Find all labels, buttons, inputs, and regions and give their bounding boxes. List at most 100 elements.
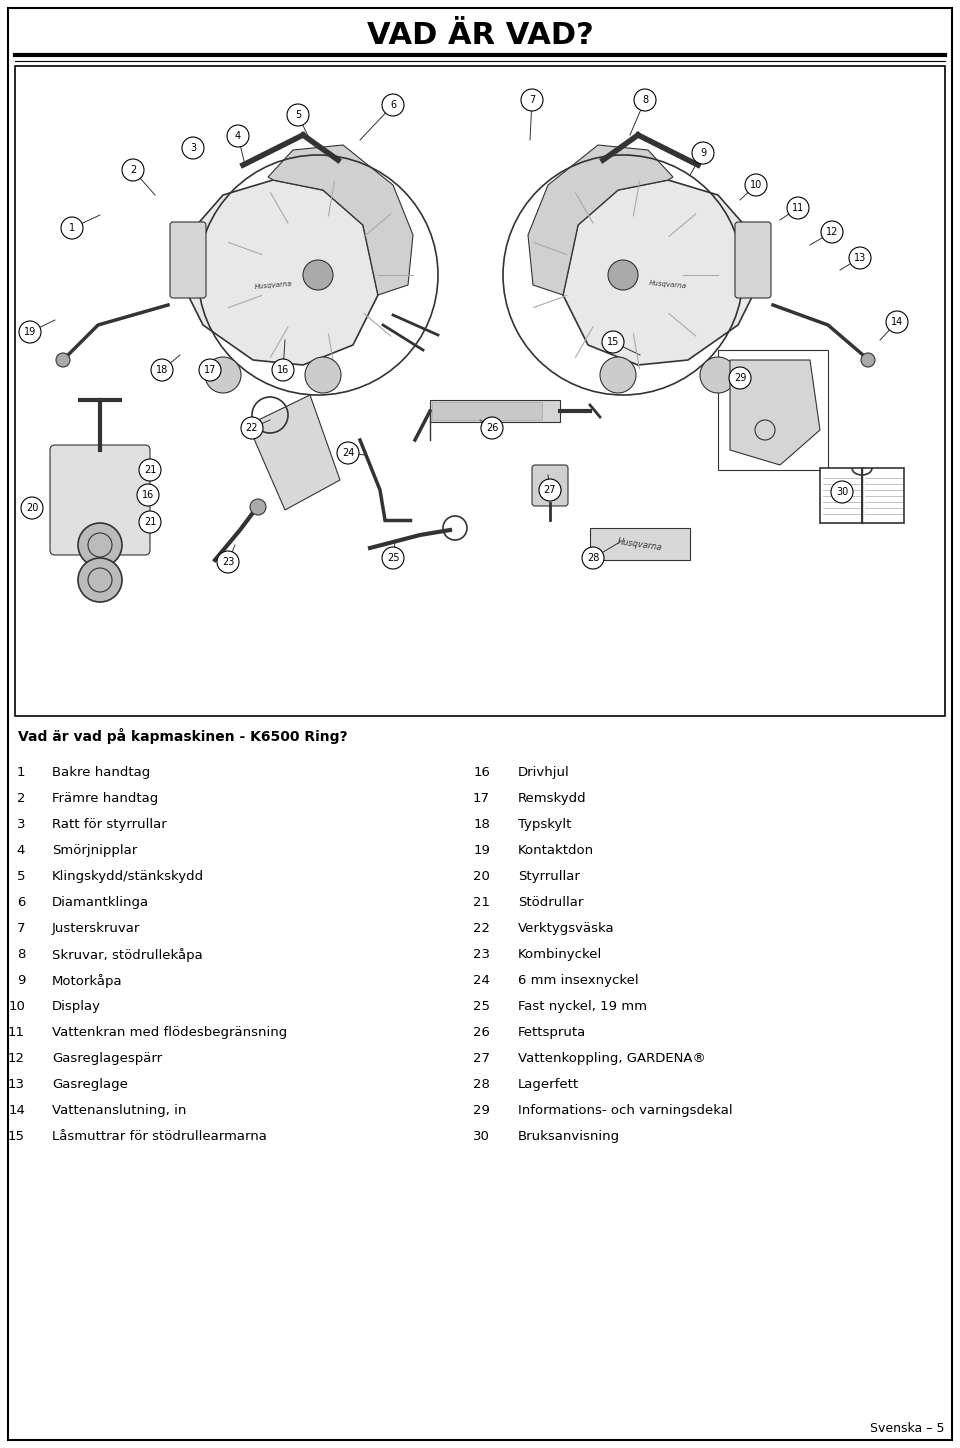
- Text: 5: 5: [16, 870, 25, 883]
- Text: VAD ÄR VAD?: VAD ÄR VAD?: [367, 20, 593, 49]
- Text: 10: 10: [750, 180, 762, 190]
- Circle shape: [886, 311, 908, 333]
- Text: Kombinyckel: Kombinyckel: [518, 948, 602, 961]
- Text: 14: 14: [8, 1103, 25, 1116]
- Text: 27: 27: [473, 1053, 490, 1064]
- Text: 6: 6: [390, 100, 396, 110]
- Text: Drivhjul: Drivhjul: [518, 766, 569, 779]
- Polygon shape: [183, 180, 378, 365]
- Text: Husqvarna: Husqvarna: [649, 281, 687, 290]
- Text: Gasreglage: Gasreglage: [52, 1077, 128, 1090]
- Text: 9: 9: [16, 975, 25, 988]
- Text: Kontaktdon: Kontaktdon: [518, 844, 594, 857]
- Circle shape: [56, 353, 70, 366]
- Circle shape: [151, 359, 173, 381]
- Text: 5: 5: [295, 110, 301, 120]
- Text: Diamantklinga: Diamantklinga: [52, 896, 149, 909]
- Circle shape: [241, 417, 263, 439]
- Text: 19: 19: [473, 844, 490, 857]
- Circle shape: [137, 484, 159, 505]
- FancyBboxPatch shape: [532, 465, 568, 505]
- FancyBboxPatch shape: [15, 67, 945, 715]
- Text: Vattenkran med flödesbegränsning: Vattenkran med flödesbegränsning: [52, 1027, 287, 1040]
- Text: 23: 23: [222, 557, 234, 568]
- Text: 3: 3: [190, 143, 196, 153]
- Text: 17: 17: [204, 365, 216, 375]
- Text: Låsmuttrar för stödrullearmarna: Låsmuttrar för stödrullearmarna: [52, 1129, 267, 1142]
- Text: 9: 9: [700, 148, 706, 158]
- Text: 24: 24: [473, 975, 490, 988]
- Circle shape: [821, 222, 843, 243]
- Text: 25: 25: [473, 1001, 490, 1014]
- Text: Husqvarna: Husqvarna: [253, 281, 292, 290]
- Text: Vad är vad på kapmaskinen - K6500 Ring?: Vad är vad på kapmaskinen - K6500 Ring?: [18, 728, 348, 744]
- Text: 26: 26: [473, 1027, 490, 1040]
- Circle shape: [600, 358, 636, 392]
- Text: 15: 15: [8, 1129, 25, 1142]
- Text: 6: 6: [16, 896, 25, 909]
- Circle shape: [139, 459, 161, 481]
- Circle shape: [61, 217, 83, 239]
- Text: 10: 10: [8, 1001, 25, 1014]
- Circle shape: [729, 366, 751, 390]
- Text: 7: 7: [529, 96, 535, 106]
- Text: Informations- och varningsdekal: Informations- och varningsdekal: [518, 1103, 732, 1116]
- FancyBboxPatch shape: [8, 9, 952, 1439]
- Circle shape: [305, 358, 341, 392]
- Circle shape: [608, 261, 638, 290]
- Circle shape: [303, 261, 333, 290]
- Circle shape: [634, 88, 656, 111]
- Circle shape: [382, 547, 404, 569]
- Text: 14: 14: [891, 317, 903, 327]
- Polygon shape: [528, 145, 673, 295]
- Circle shape: [700, 358, 736, 392]
- Circle shape: [19, 321, 41, 343]
- Circle shape: [78, 557, 122, 602]
- Text: Husqvarna: Husqvarna: [617, 537, 663, 553]
- Text: 1: 1: [69, 223, 75, 233]
- Text: Skruvar, stödrullekåpa: Skruvar, stödrullekåpa: [52, 948, 203, 961]
- Text: 21: 21: [473, 896, 490, 909]
- Text: 1: 1: [16, 766, 25, 779]
- Circle shape: [21, 497, 43, 518]
- Text: 15: 15: [607, 337, 619, 348]
- Text: 12: 12: [8, 1053, 25, 1064]
- Text: Vattenanslutning, in: Vattenanslutning, in: [52, 1103, 186, 1116]
- Circle shape: [787, 197, 809, 219]
- Polygon shape: [268, 145, 413, 295]
- Circle shape: [139, 511, 161, 533]
- Text: 22: 22: [473, 922, 490, 935]
- Text: 16: 16: [276, 365, 289, 375]
- Text: Remskydd: Remskydd: [518, 792, 587, 805]
- Text: 20: 20: [473, 870, 490, 883]
- Text: 27: 27: [543, 485, 556, 495]
- FancyBboxPatch shape: [862, 468, 904, 523]
- Circle shape: [205, 358, 241, 392]
- Text: Styrrullar: Styrrullar: [518, 870, 580, 883]
- Text: 16: 16: [142, 489, 155, 500]
- Text: 16: 16: [473, 766, 490, 779]
- Text: 7: 7: [16, 922, 25, 935]
- Text: 30: 30: [836, 487, 848, 497]
- FancyBboxPatch shape: [820, 468, 862, 523]
- Text: Display: Display: [52, 1001, 101, 1014]
- Text: 26: 26: [486, 423, 498, 433]
- Text: 2: 2: [130, 165, 136, 175]
- Circle shape: [831, 481, 853, 502]
- Text: 20: 20: [26, 502, 38, 513]
- Text: 13: 13: [8, 1077, 25, 1090]
- FancyBboxPatch shape: [432, 403, 542, 420]
- Text: Motorkåpa: Motorkåpa: [52, 975, 123, 988]
- Text: 24: 24: [342, 447, 354, 458]
- Circle shape: [382, 94, 404, 116]
- Circle shape: [539, 479, 561, 501]
- Circle shape: [217, 552, 239, 573]
- Text: 23: 23: [473, 948, 490, 961]
- FancyBboxPatch shape: [718, 350, 828, 471]
- Circle shape: [849, 248, 871, 269]
- Text: 8: 8: [642, 96, 648, 106]
- Text: 4: 4: [235, 130, 241, 140]
- Text: Svenska – 5: Svenska – 5: [871, 1422, 945, 1435]
- Text: 28: 28: [587, 553, 599, 563]
- Text: 12: 12: [826, 227, 838, 237]
